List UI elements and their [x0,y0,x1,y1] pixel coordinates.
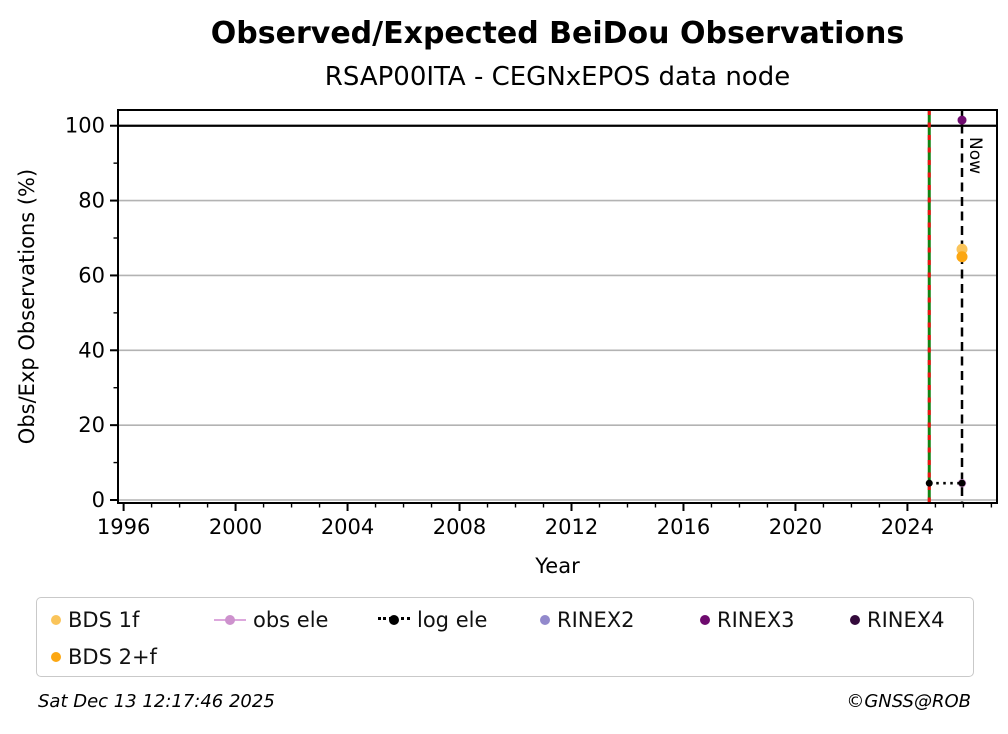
legend-label: RINEX3 [717,607,795,632]
x-tick-label: 2012 [545,515,598,539]
legend-marker-rinex4 [850,614,860,625]
legend-marker-dot [389,614,399,625]
x-tick-label: 2004 [321,515,374,539]
x-tick-label: 2000 [209,515,262,539]
chart-subtitle: RSAP00ITA - CEGNxEPOS data node [324,62,791,92]
legend-item-obs-ele: obs ele [214,608,378,632]
chart-title: Observed/Expected BeiDou Observations [210,16,905,51]
series-point-rinex3 [957,115,967,125]
legend-item-rinex3: RINEX3 [700,608,850,632]
legend-item-log-ele: log ele [378,608,540,632]
series-point-bds-2-f [956,251,968,263]
legend-item-bds-1f: BDS 1f [51,608,214,632]
legend-marker-dot [225,614,235,625]
legend-label: obs ele [253,607,329,632]
chart-plot-area: Now 1996 2000 2004 2008 2012 2016 2020 2024 0 20 40… [15,109,998,578]
series-point-log-ele [925,479,933,487]
legend-marker-bds-2-f [51,651,61,662]
y-tick-label: 0 [92,488,105,512]
legend-label: BDS 1f [68,607,140,632]
y-tick-label: 80 [78,189,105,213]
x-tick-label: 2020 [769,515,822,539]
copyright-credit: ©GNSS@ROB [846,691,971,712]
legend-label: log ele [417,607,488,632]
y-axis-label: Obs/Exp Observations (%) [15,169,39,444]
plot-border [117,109,998,504]
series-point-log-ele [958,479,966,487]
x-axis-label: Year [534,554,580,578]
legend-item-rinex2: RINEX2 [540,608,700,632]
y-tick-label: 100 [65,114,105,138]
x-tick-label: 2008 [433,515,486,539]
y-tick-label: 40 [78,338,105,362]
legend-item-rinex4: RINEX4 [850,608,973,632]
legend-label: RINEX2 [557,607,635,632]
legend-item-bds-2-f: BDS 2+f [51,645,214,669]
now-label: Now [965,137,985,174]
y-tick-label: 60 [78,263,105,287]
x-tick-label: 2016 [657,515,710,539]
y-tick-label: 20 [78,413,105,437]
legend-marker-rinex2 [540,614,550,625]
legend-marker-obs-ele [214,614,246,626]
legend-marker-rinex3 [700,614,710,625]
legend-marker-log-ele [378,614,410,626]
legend-marker-bds-1f [51,614,61,625]
x-tick-label: 2024 [881,515,934,539]
legend-label: RINEX4 [867,607,945,632]
plot-timestamp: Sat Dec 13 12:17:46 2025 [38,691,275,712]
legend: BDS 1f obs ele log ele RINEX2 RINEX3 RINEX4 BD… [36,597,974,677]
legend-label: BDS 2+f [68,644,157,669]
x-tick-label: 1996 [97,515,150,539]
